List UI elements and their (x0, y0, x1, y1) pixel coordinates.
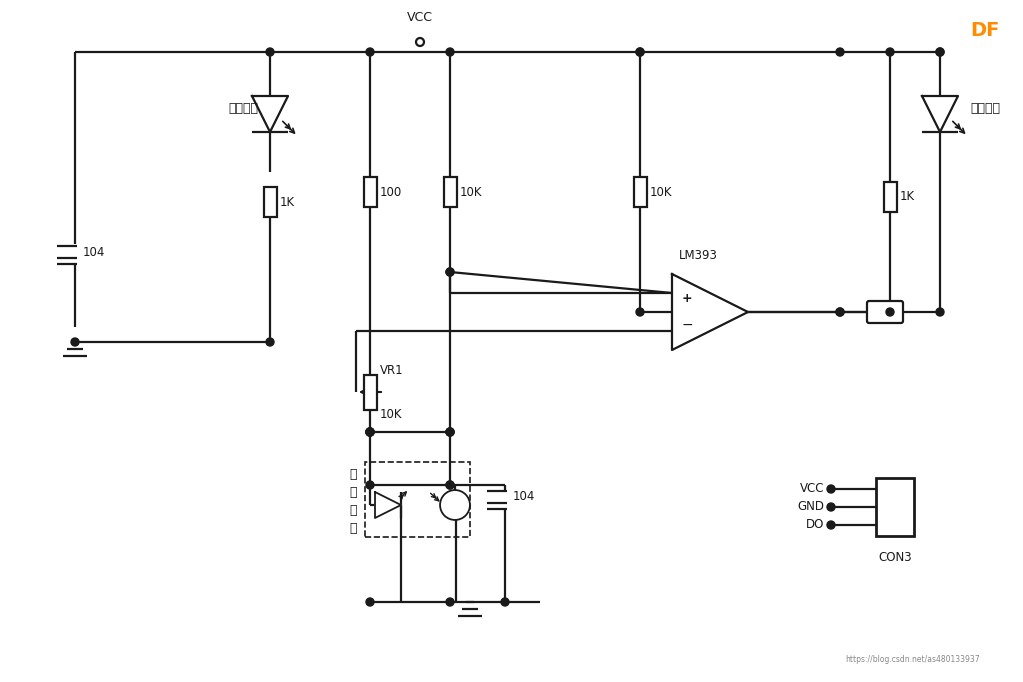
Circle shape (366, 428, 374, 436)
Text: DO: DO (806, 518, 824, 531)
Circle shape (501, 598, 509, 606)
Text: 10K: 10K (380, 408, 402, 421)
Bar (363, 177, 376, 207)
Text: 104: 104 (513, 490, 535, 503)
Circle shape (636, 48, 644, 56)
Text: 对: 对 (349, 503, 357, 516)
Circle shape (827, 485, 835, 493)
Bar (444, 177, 456, 207)
Circle shape (446, 481, 454, 489)
Text: 3: 3 (891, 520, 898, 530)
Circle shape (836, 48, 844, 56)
Bar (365, 462, 470, 537)
Bar (633, 177, 647, 207)
Circle shape (446, 428, 454, 436)
Bar (884, 182, 896, 212)
Text: LM393: LM393 (679, 249, 718, 262)
Text: 1: 1 (891, 484, 898, 494)
Circle shape (446, 428, 454, 436)
Circle shape (446, 428, 454, 436)
Circle shape (886, 308, 894, 316)
Text: VCC: VCC (800, 482, 824, 496)
Text: +: + (682, 292, 693, 306)
Circle shape (936, 308, 944, 316)
Text: −: − (681, 318, 693, 332)
Circle shape (266, 338, 274, 346)
Text: 10K: 10K (650, 186, 672, 198)
Polygon shape (672, 274, 748, 350)
Circle shape (446, 481, 454, 489)
Text: https://blog.csdn.net/as480133937: https://blog.csdn.net/as480133937 (845, 655, 980, 664)
Circle shape (636, 308, 644, 316)
Circle shape (266, 48, 274, 56)
Circle shape (936, 48, 944, 56)
Text: 开关指示: 开关指示 (970, 102, 1000, 115)
Circle shape (366, 428, 374, 436)
Circle shape (366, 428, 374, 436)
Text: GND: GND (797, 501, 824, 514)
Circle shape (836, 308, 844, 316)
Circle shape (886, 48, 894, 56)
Bar (264, 187, 276, 217)
Text: DF: DF (970, 20, 999, 40)
Text: VR1: VR1 (380, 364, 404, 376)
Text: 1K: 1K (900, 190, 916, 203)
Circle shape (446, 268, 454, 276)
Polygon shape (375, 492, 401, 518)
Text: 104: 104 (83, 246, 105, 258)
Circle shape (936, 48, 944, 56)
Text: 1K: 1K (280, 196, 295, 209)
FancyBboxPatch shape (868, 301, 903, 323)
Circle shape (446, 268, 454, 276)
Circle shape (827, 521, 835, 529)
Text: 10K: 10K (460, 186, 483, 198)
Circle shape (446, 48, 454, 56)
Text: 100: 100 (380, 186, 402, 198)
Text: 2: 2 (891, 502, 898, 512)
Circle shape (827, 503, 835, 511)
Polygon shape (252, 96, 288, 132)
Text: 电源指示: 电源指示 (228, 102, 258, 115)
Text: CON3: CON3 (878, 551, 911, 564)
Text: VCC: VCC (407, 11, 433, 24)
Circle shape (366, 428, 374, 436)
Bar (876, 478, 914, 536)
Circle shape (366, 48, 374, 56)
Text: 外: 外 (349, 486, 357, 499)
Circle shape (636, 48, 644, 56)
Text: 红: 红 (349, 467, 357, 481)
Circle shape (446, 598, 454, 606)
Bar (363, 374, 376, 409)
Text: DO: DO (877, 307, 894, 317)
Circle shape (440, 490, 470, 520)
Circle shape (71, 338, 79, 346)
Polygon shape (922, 96, 958, 132)
Circle shape (836, 308, 844, 316)
Circle shape (366, 598, 374, 606)
Text: 管: 管 (349, 522, 357, 535)
Circle shape (366, 481, 374, 489)
